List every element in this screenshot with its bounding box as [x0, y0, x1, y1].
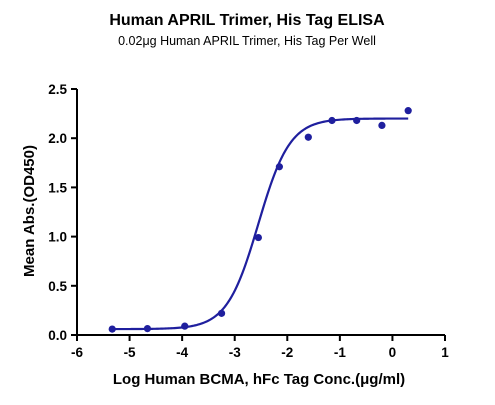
y-tick-label: 2.5 [48, 82, 67, 97]
x-tick-label: -2 [281, 345, 293, 360]
x-ticks: -6 -5 -4 -3 -2 -1 0 1 [71, 335, 449, 360]
y-tick-label: 1.5 [48, 180, 67, 195]
data-point [181, 322, 189, 330]
y-tick-label: 0.5 [48, 279, 67, 294]
x-tick-label: 1 [441, 345, 449, 360]
y-ticks: 0.0 0.5 1.0 1.5 2.0 2.5 [48, 82, 77, 343]
y-tick-label: 1.0 [48, 230, 67, 245]
x-tick-label: -6 [71, 345, 83, 360]
data-point [275, 163, 283, 171]
fit-curve [112, 117, 409, 331]
x-axis-label: Log Human BCMA, hFc Tag Conc.(μg/ml) [113, 371, 405, 388]
y-tick-label: 2.0 [48, 131, 67, 146]
x-tick-label: -1 [334, 345, 346, 360]
data-point [108, 325, 116, 333]
chart-subtitle: 0.02μg Human APRIL Trimer, His Tag Per W… [118, 34, 376, 48]
data-point [353, 116, 361, 125]
data-point [404, 107, 412, 115]
data-points [108, 107, 412, 333]
data-point [217, 309, 226, 317]
chart-title: Human APRIL Trimer, His Tag ELISA [109, 12, 385, 29]
data-point [143, 325, 152, 333]
x-tick-label: -5 [124, 345, 136, 360]
x-tick-label: -4 [176, 345, 188, 360]
x-tick-label: 0 [389, 345, 397, 360]
data-point [378, 121, 386, 130]
x-tick-label: -3 [229, 345, 241, 360]
data-point [254, 233, 262, 242]
y-axis-label: Mean Abs.(OD450) [21, 145, 38, 277]
data-point [328, 116, 336, 125]
y-tick-label: 0.0 [48, 328, 67, 343]
data-point [304, 133, 312, 141]
axes: 0.0 0.5 1.0 1.5 2.0 2.5 -6 -5 -4 -3 -2 -1 0 1 [48, 82, 449, 360]
